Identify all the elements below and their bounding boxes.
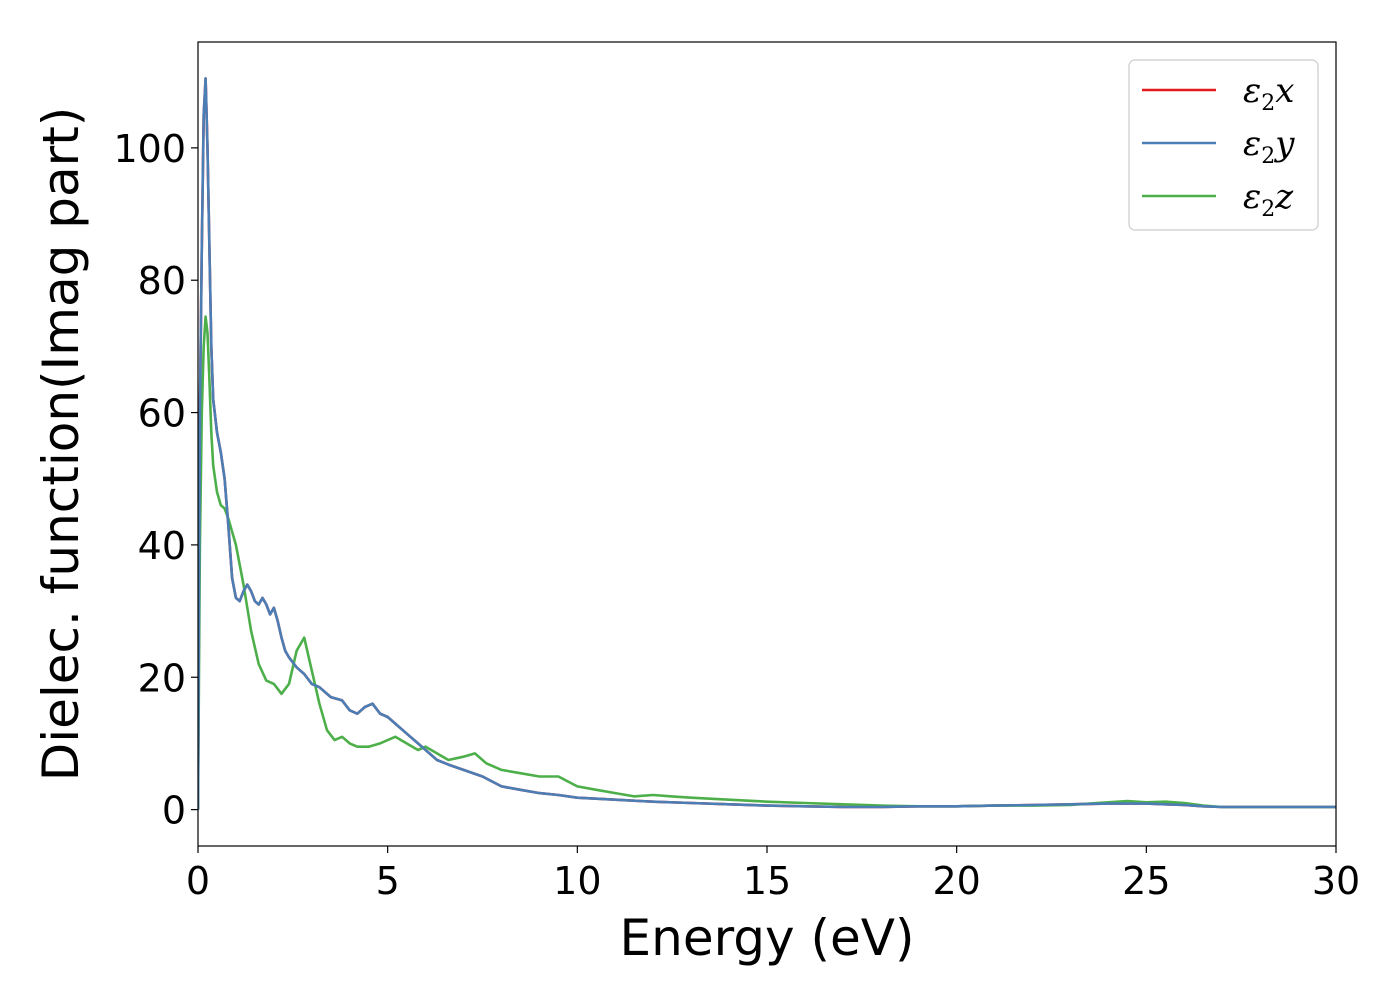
legend: ε2x ε2y ε2z: [1128, 59, 1319, 231]
y-axis-label: Dielec. function(Imag part): [32, 107, 90, 782]
x-tick-label: 15: [743, 859, 791, 903]
y-tick-label: 100: [113, 127, 186, 171]
series-line-y: [198, 77, 1336, 810]
y-axis: 0 20 40 60 80 100: [113, 127, 198, 833]
x-axis-label: Energy (eV): [620, 909, 915, 967]
legend-label-y: ε2y: [1243, 124, 1295, 169]
y-tick-label: 80: [138, 259, 186, 303]
plot-lines: [198, 77, 1336, 810]
x-axis: 0 5 10 15 20 25 30: [186, 846, 1360, 903]
y-tick-label: 40: [138, 524, 186, 568]
x-tick-label: 5: [376, 859, 400, 903]
legend-box: [1128, 59, 1319, 231]
y-tick-label: 60: [138, 392, 186, 436]
y-tick-label: 0: [162, 789, 186, 833]
y-tick-label: 20: [138, 656, 186, 700]
x-tick-label: 25: [1122, 859, 1170, 903]
x-tick-label: 0: [186, 859, 210, 903]
legend-label-z: ε2z: [1243, 177, 1294, 222]
x-tick-label: 30: [1312, 859, 1360, 903]
legend-label-x: ε2x: [1243, 71, 1294, 116]
x-tick-label: 20: [932, 859, 980, 903]
x-tick-label: 10: [553, 859, 601, 903]
